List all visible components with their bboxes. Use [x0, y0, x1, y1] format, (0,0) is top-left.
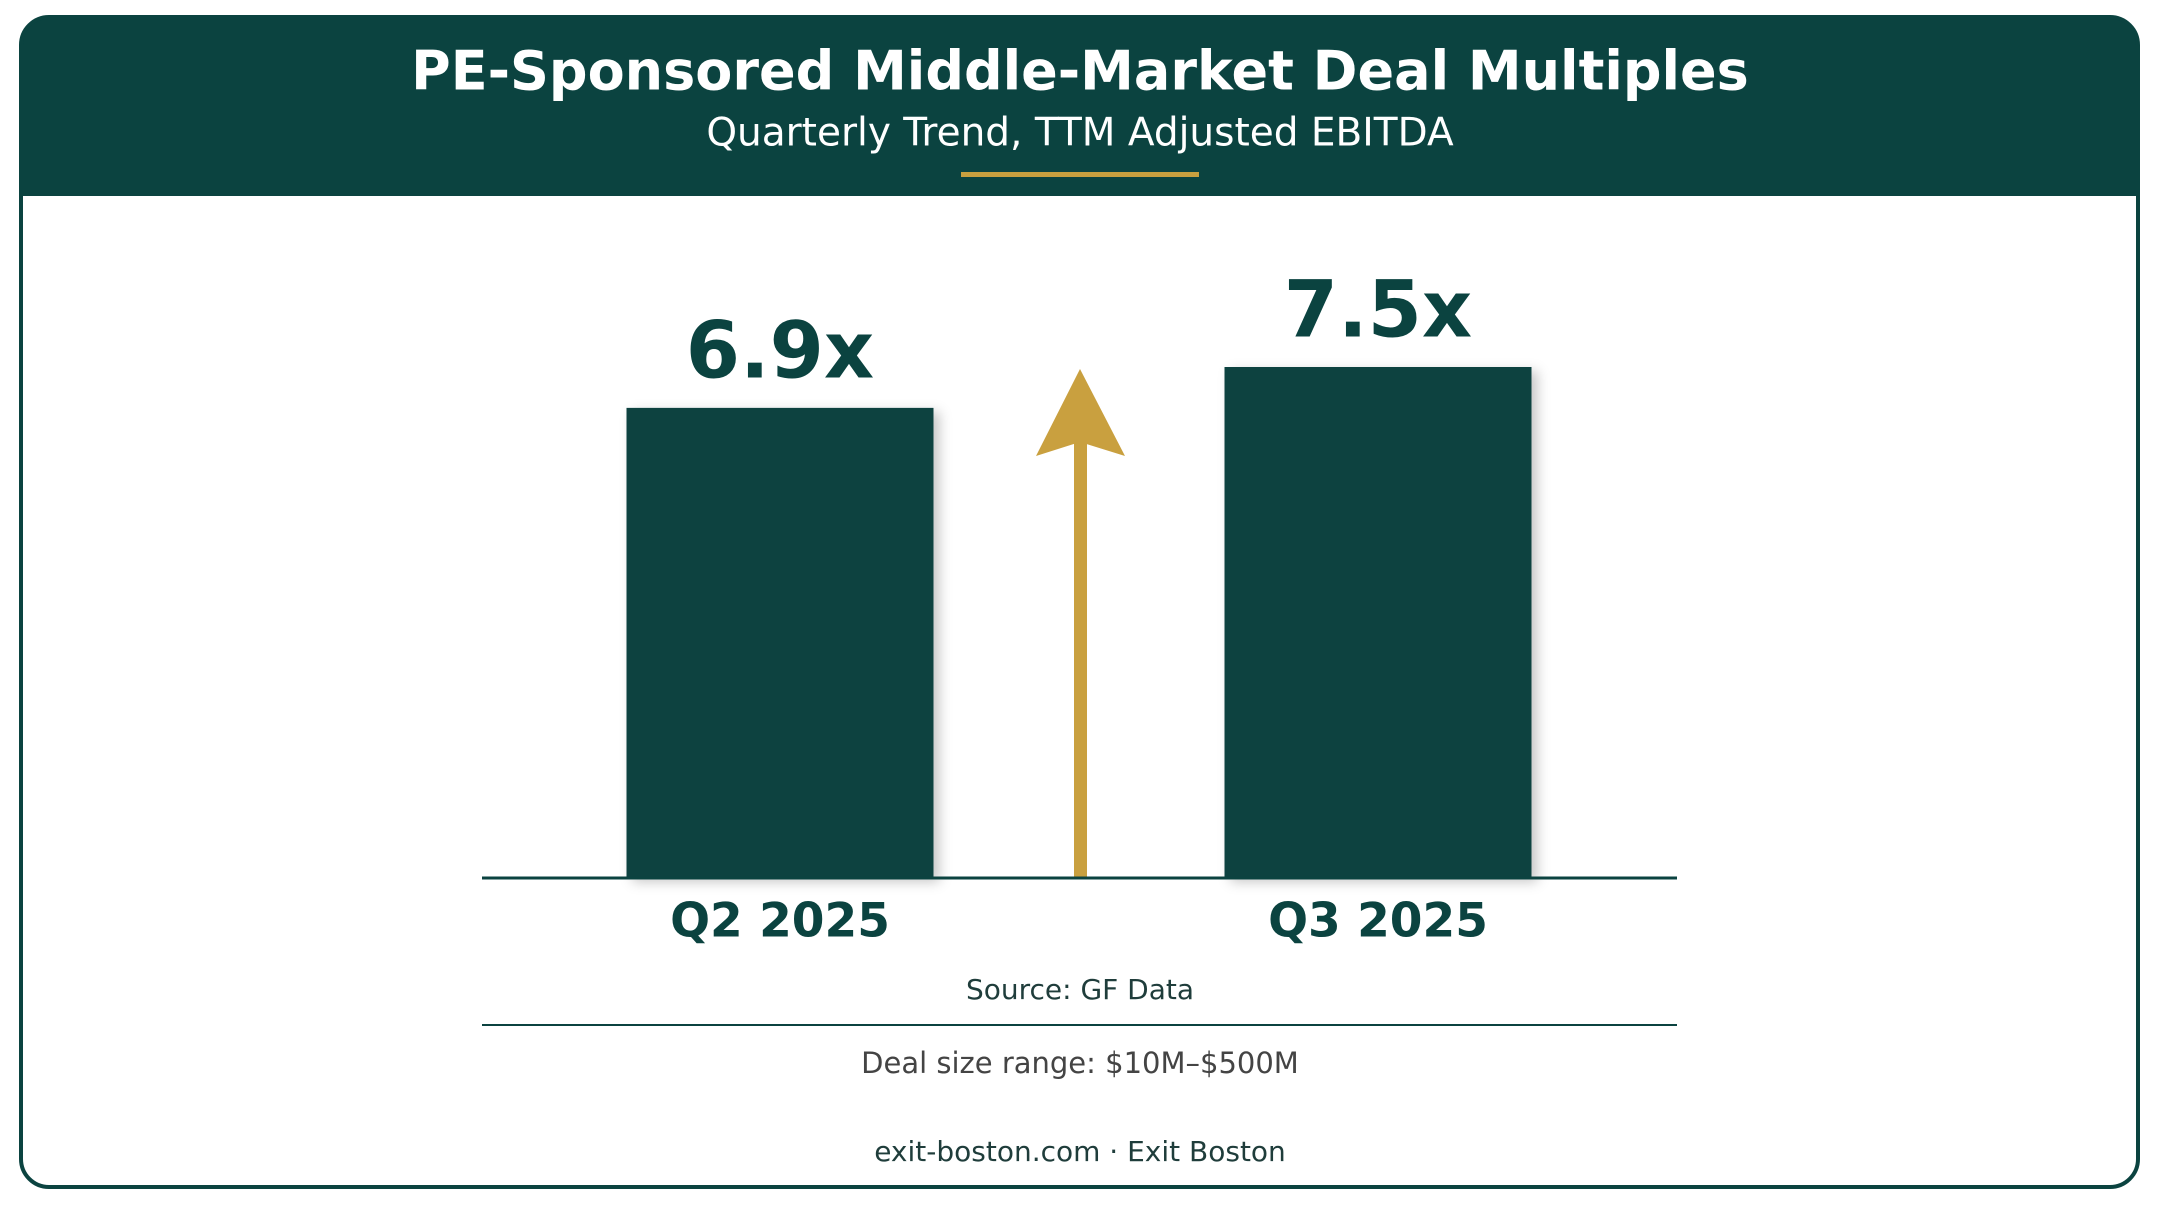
card-border [19, 15, 2140, 1189]
plot-area: 6.9x Q2 2025 7.5x Q3 2025 [626, 265, 1532, 949]
trend-arrow-head [1036, 369, 1125, 456]
value-label: 6.9x [686, 306, 875, 396]
chart-title: PE-Sponsored Middle-Market Deal Multiple… [411, 40, 1749, 103]
range-note: Deal size range: $10M–$500M [861, 1046, 1299, 1080]
x-tick-label: Q2 2025 [670, 894, 890, 949]
chart-subtitle: Quarterly Trend, TTM Adjusted EBITDA [706, 111, 1454, 156]
bar [626, 407, 934, 878]
value-label: 7.5x [1284, 265, 1473, 355]
footer: exit-boston.com · Exit Boston [874, 1135, 1286, 1168]
trend-arrow-shaft [1074, 440, 1087, 878]
bar [1224, 367, 1532, 878]
title-underline [961, 172, 1199, 177]
source-note: Source: GF Data [966, 973, 1194, 1006]
header-band [21, 17, 2138, 196]
x-tick-label: Q3 2025 [1268, 894, 1488, 949]
